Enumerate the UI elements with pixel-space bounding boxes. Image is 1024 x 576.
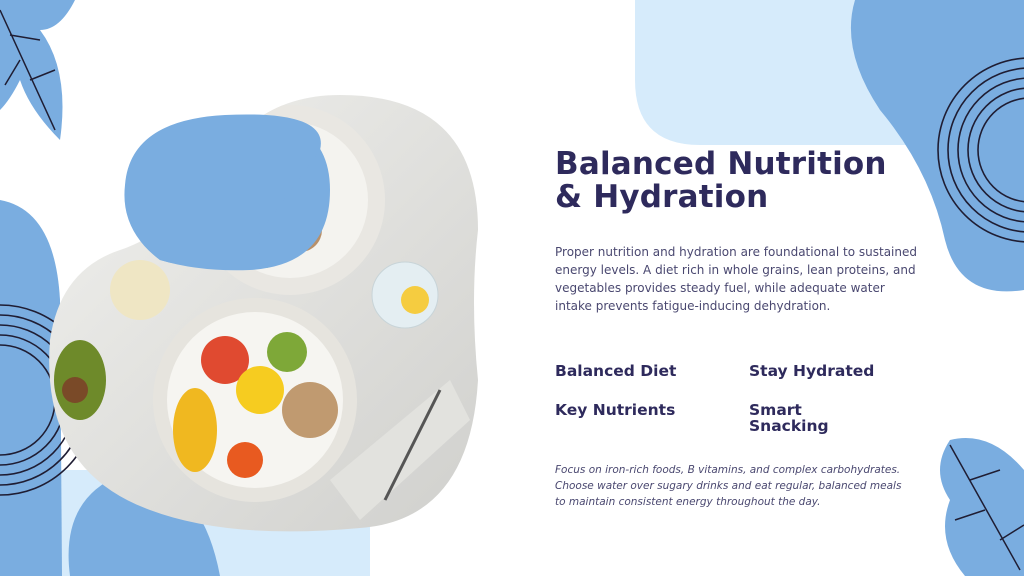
concentric-circles-right-icon — [937, 57, 1024, 243]
intro-paragraph: Proper nutrition and hydration are found… — [555, 245, 917, 313]
leaf-bottom-right-icon — [940, 438, 1024, 576]
feature-key-nutrients: Key Nutrients — [555, 401, 676, 419]
feature-balanced-diet: Balanced Diet — [555, 362, 677, 380]
feature-stay-hydrated: Stay Hydrated — [749, 362, 875, 380]
feature-smart-snacking: Smart Snacking — [749, 401, 829, 435]
slide-title: Balanced Nutrition & Hydration — [555, 146, 887, 215]
footnote-paragraph: Focus on iron-rich foods, B vitamins, an… — [555, 464, 902, 508]
leaf-top-left-icon — [0, 0, 75, 140]
